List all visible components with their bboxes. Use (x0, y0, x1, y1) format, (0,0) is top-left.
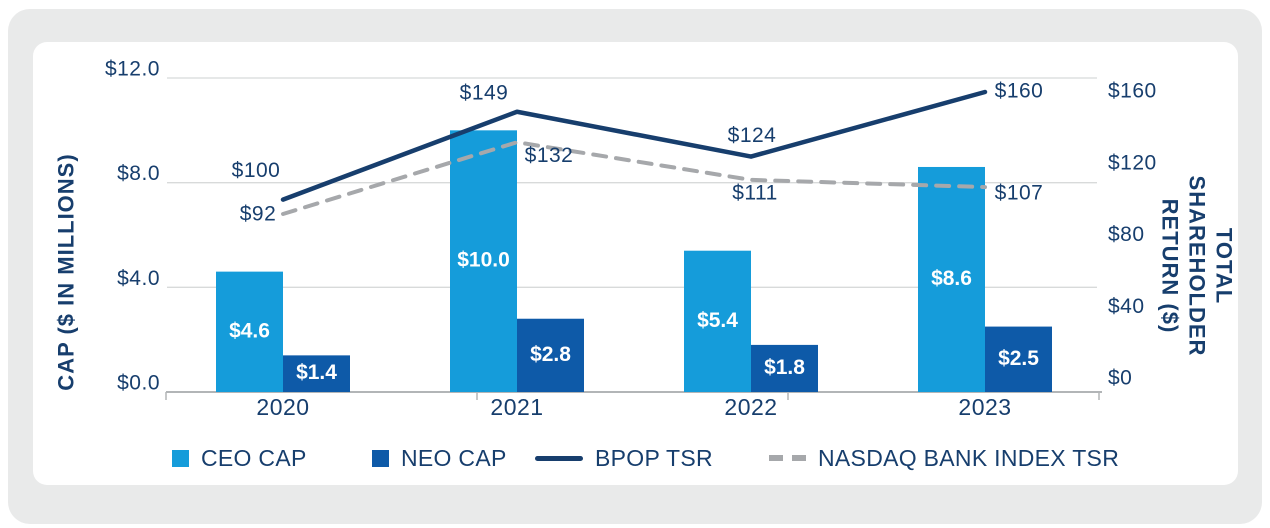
legend-item-neo-cap: NEO CAP (372, 444, 507, 471)
bar-value-label: $1.8 (764, 356, 805, 379)
line-value-label: $111 (732, 181, 778, 204)
bar-ceo-cap-2021 (450, 130, 517, 393)
x-category-label: 2023 (958, 394, 1011, 420)
bar-ceo-cap-2022 (684, 250, 751, 392)
bar-ceo-cap-2020 (216, 271, 283, 392)
right-axis-tick-label: $0 (1108, 367, 1132, 390)
bar-value-label: $10.0 (457, 249, 510, 272)
bar-neo-cap-2020 (283, 355, 350, 392)
right-axis-tick-label: $40 (1108, 295, 1145, 318)
legend-item-bpop-tsr: BPOP TSR (535, 444, 713, 471)
line-value-label: $107 (995, 182, 1044, 205)
legend-item-nasdaq-bank-index-tsr: NASDAQ BANK INDEX TSR (769, 444, 1120, 471)
line-value-label: $100 (232, 159, 281, 182)
left-axis-tick-label: $8.0 (117, 162, 160, 185)
right-axis-tick-label: $120 (1108, 151, 1157, 174)
bar-neo-cap-2021 (517, 318, 584, 392)
left-axis-tick-label: $0.0 (117, 372, 160, 395)
legend-label: NASDAQ BANK INDEX TSR (818, 444, 1120, 471)
bar-value-label: $5.4 (697, 309, 738, 332)
legend-label: NEO CAP (401, 444, 507, 471)
bpop-tsr-line-swatch-icon (535, 455, 583, 461)
bar-value-label: $2.8 (530, 343, 571, 366)
bar-value-label: $8.6 (931, 267, 972, 290)
line-value-label: $160 (995, 80, 1044, 103)
nasdaq-dashed-line-swatch-icon (769, 455, 806, 461)
bar-value-label: $2.5 (998, 347, 1039, 370)
legend-label: CEO CAP (201, 444, 307, 471)
bar-value-label: $4.6 (229, 319, 270, 342)
legend-item-ceo-cap: CEO CAP (172, 444, 307, 471)
bar-neo-cap-2022 (751, 344, 818, 392)
line-value-label: $132 (525, 144, 574, 167)
chart-card (33, 42, 1238, 485)
line-value-label: $149 (460, 81, 509, 104)
bar-value-label: $1.4 (296, 361, 337, 384)
neo-cap-swatch-icon (372, 449, 389, 467)
bar-neo-cap-2023 (985, 326, 1052, 392)
nasdaq-bank-index-tsr-line (281, 140, 987, 216)
left-axis-tick-label: $12.0 (105, 58, 160, 81)
x-category-label: 2022 (724, 394, 777, 420)
ceo-cap-swatch-icon (172, 449, 189, 467)
legend-label: BPOP TSR (595, 444, 713, 471)
right-axis-tick-label: $160 (1108, 80, 1157, 103)
x-category-label: 2020 (256, 394, 309, 420)
left-axis-title: CAP ($ IN MILLIONS) (53, 153, 79, 391)
x-category-label: 2021 (490, 394, 543, 420)
line-value-label: $124 (728, 124, 777, 147)
bpop-tsr-line (280, 89, 988, 202)
line-value-label: $92 (240, 203, 277, 226)
right-axis-title: TOTAL SHAREHOLDER RETURN ($) (1157, 175, 1237, 357)
right-axis-tick-label: $80 (1108, 223, 1145, 246)
bar-ceo-cap-2023 (918, 166, 985, 392)
left-axis-tick-label: $4.0 (117, 267, 160, 290)
